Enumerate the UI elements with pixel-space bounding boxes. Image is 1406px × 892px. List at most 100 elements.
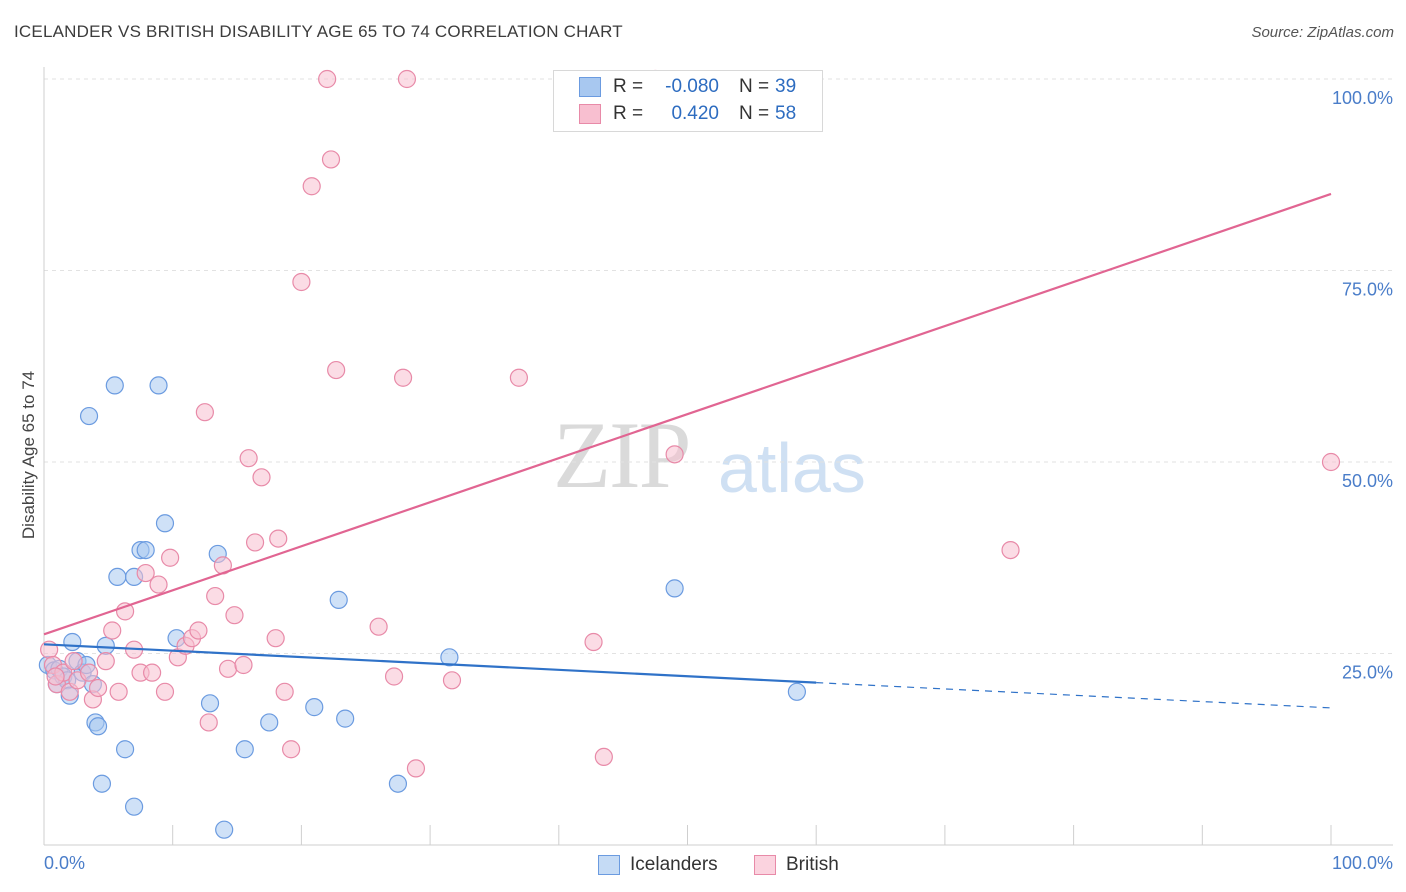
- data-point-icelanders: [329, 590, 348, 609]
- data-point-icelanders: [136, 540, 155, 560]
- legend-swatch-icelanders: [579, 77, 601, 97]
- y-tick-label: 100.0%: [1332, 88, 1393, 108]
- data-point-icelanders: [96, 636, 115, 655]
- series-british: [40, 69, 1341, 778]
- data-point-british: [269, 529, 288, 548]
- gridlines: [44, 78, 1393, 654]
- data-point-icelanders: [88, 717, 108, 736]
- data-point-british: [136, 563, 155, 583]
- y-tick-label: 25.0%: [1342, 663, 1393, 683]
- data-point-british: [96, 652, 115, 671]
- watermark-atlas: atlas: [718, 429, 866, 507]
- data-point-british: [266, 629, 285, 648]
- data-point-icelanders: [63, 632, 82, 652]
- data-point-british: [88, 678, 108, 698]
- data-point-british: [199, 713, 218, 732]
- data-point-icelanders: [260, 713, 279, 732]
- legend-r-value: 0.420: [671, 103, 719, 124]
- data-point-british: [442, 671, 462, 690]
- legend-n-value: 39: [775, 76, 797, 97]
- icelanders-label: Icelanders: [630, 854, 718, 875]
- icelanders-swatch-icon: [598, 855, 620, 875]
- y-tick-label: 75.0%: [1342, 280, 1393, 300]
- data-point-british: [252, 468, 271, 487]
- data-point-british: [189, 621, 208, 640]
- source-label: Source: ZipAtlas.com: [1251, 24, 1394, 41]
- data-point-icelanders: [235, 740, 254, 759]
- bottom-legend-icelanders: Icelanders: [598, 852, 718, 878]
- data-point-british: [64, 652, 83, 671]
- data-point-icelanders: [149, 376, 168, 395]
- british-label: British: [786, 854, 839, 875]
- data-point-icelanders: [305, 698, 324, 717]
- y-tick-label: 50.0%: [1342, 471, 1393, 491]
- data-point-british: [665, 445, 684, 464]
- legend-n-value: 58: [775, 103, 797, 124]
- legend-n-label: N =: [739, 76, 770, 97]
- data-point-icelanders: [79, 406, 99, 426]
- data-point-icelanders: [665, 579, 684, 598]
- data-point-british: [218, 659, 238, 678]
- data-point-british: [46, 667, 65, 686]
- data-point-british: [143, 663, 162, 682]
- data-point-british: [594, 747, 613, 767]
- data-point-british: [509, 368, 529, 387]
- data-point-british: [239, 449, 258, 468]
- data-point-british: [79, 663, 99, 682]
- data-point-british: [369, 617, 388, 636]
- data-point-icelanders: [787, 682, 806, 701]
- data-point-british: [397, 69, 417, 89]
- legend-r-label: R =: [613, 76, 644, 97]
- data-point-british: [155, 682, 175, 701]
- data-point-british: [302, 177, 321, 196]
- x-tick-label-max: 100.0%: [1332, 853, 1393, 873]
- data-point-icelanders: [388, 774, 408, 793]
- data-point-british: [234, 655, 253, 675]
- legend-swatch-british: [579, 104, 601, 124]
- data-point-british: [282, 740, 301, 759]
- data-point-british: [1321, 452, 1341, 472]
- chart-title: ICELANDER VS BRITISH DISABILITY AGE 65 T…: [14, 22, 623, 41]
- data-point-british: [195, 403, 214, 422]
- data-point-icelanders: [200, 694, 220, 713]
- data-point-british: [149, 575, 168, 594]
- data-point-icelanders: [108, 567, 127, 587]
- data-point-british: [406, 759, 426, 778]
- axes: [43, 67, 1393, 846]
- data-point-icelanders: [336, 709, 355, 728]
- trend-lines: [43, 192, 1332, 709]
- data-point-british: [393, 368, 413, 387]
- y-axis-label: Disability Age 65 to 74: [19, 371, 38, 539]
- data-point-british: [1001, 540, 1020, 560]
- british-swatch-icon: [754, 855, 776, 875]
- data-point-british: [103, 621, 122, 640]
- data-point-icelanders: [124, 797, 144, 816]
- legend-row-icelanders: R = -0.080 N = 39: [554, 74, 796, 100]
- data-point-icelanders: [215, 820, 234, 839]
- data-point-british: [206, 586, 225, 606]
- data-point-british: [318, 69, 337, 89]
- bottom-legend-british: British: [754, 852, 839, 878]
- legend-r-label: R =: [613, 103, 644, 124]
- correlation-legend: R = -0.080 N = 39 R = 0.420 N = 58: [553, 70, 823, 132]
- legend-n-label: N =: [739, 103, 770, 124]
- data-point-british: [161, 548, 180, 567]
- trend-line-british: [43, 192, 1332, 636]
- data-point-british: [384, 667, 404, 686]
- data-point-icelanders: [105, 376, 124, 395]
- legend-row-british: R = 0.420 N = 58: [554, 101, 796, 127]
- series-icelanders: [38, 376, 806, 839]
- data-point-british: [584, 632, 603, 652]
- data-point-icelanders: [115, 740, 135, 759]
- data-points: [38, 69, 1341, 839]
- legend-r-value: -0.080: [665, 76, 719, 97]
- data-point-british: [245, 533, 265, 552]
- data-point-british: [109, 682, 128, 701]
- data-point-icelanders: [440, 648, 459, 667]
- data-point-icelanders: [155, 514, 175, 533]
- data-point-british: [225, 606, 244, 625]
- trend-line-extension-icelanders: [816, 682, 1332, 709]
- data-point-british: [321, 150, 341, 169]
- data-point-british: [292, 272, 311, 292]
